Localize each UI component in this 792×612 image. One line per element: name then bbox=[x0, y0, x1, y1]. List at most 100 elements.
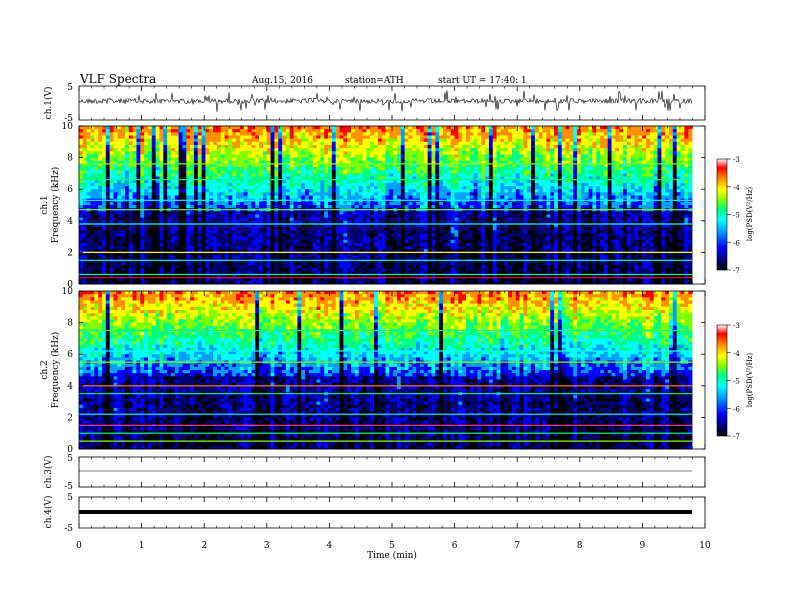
spectrogram-cell bbox=[673, 186, 677, 190]
spectrogram-cell bbox=[604, 192, 608, 196]
spectrogram-cell bbox=[451, 158, 455, 162]
spectrogram-cell bbox=[546, 205, 550, 209]
spectrogram-cell bbox=[405, 183, 409, 187]
spectrogram-cell bbox=[370, 173, 374, 177]
spectrogram-cell bbox=[152, 189, 156, 193]
spectrogram-cell bbox=[136, 151, 140, 155]
spectrogram-cell bbox=[650, 183, 654, 187]
spectrogram-cell bbox=[140, 129, 144, 133]
spectrogram-cell bbox=[447, 214, 451, 218]
spectrogram-cell bbox=[102, 148, 106, 152]
spectrogram-cell bbox=[144, 183, 148, 187]
spectrogram-cell bbox=[232, 211, 236, 215]
spectrogram-cell bbox=[259, 142, 263, 146]
spectrogram-cell bbox=[332, 211, 336, 215]
spectrogram-cell bbox=[462, 145, 466, 149]
spectrogram-cell bbox=[581, 170, 585, 174]
spectrogram-cell bbox=[228, 183, 232, 187]
spectrogram-cell bbox=[83, 132, 87, 136]
spectrogram-cell bbox=[255, 167, 259, 171]
spectrogram-cell bbox=[600, 167, 604, 171]
spectrogram-cell bbox=[466, 173, 470, 177]
spectrogram-cell bbox=[512, 151, 516, 155]
spectrogram-cell bbox=[294, 202, 298, 206]
spectrogram-cell bbox=[435, 211, 439, 215]
spectrogram-cell bbox=[386, 148, 390, 152]
spectrogram-cell bbox=[148, 151, 152, 155]
spectrogram-cell bbox=[228, 158, 232, 162]
spectrogram-cell bbox=[94, 218, 98, 222]
spectrogram-cell bbox=[466, 158, 470, 162]
spectrogram-cell bbox=[205, 170, 209, 174]
spectrogram-cell bbox=[209, 154, 213, 158]
spectrogram-cell bbox=[374, 183, 378, 187]
spectrogram-cell bbox=[435, 167, 439, 171]
spectrogram-cell bbox=[585, 192, 589, 196]
spectrogram-cell bbox=[336, 126, 340, 130]
spectrogram-cell bbox=[658, 145, 662, 149]
spectrogram-cell bbox=[90, 126, 94, 130]
spectrogram-cell bbox=[328, 196, 332, 200]
spectrogram-cell bbox=[340, 202, 344, 206]
spectrogram-cell bbox=[615, 192, 619, 196]
spectrogram-cell bbox=[355, 154, 359, 158]
spectrogram-cell bbox=[133, 167, 137, 171]
spectrogram-cell bbox=[447, 173, 451, 177]
spectrogram-cell bbox=[386, 129, 390, 133]
spectrogram-cell bbox=[577, 186, 581, 190]
spectrogram-cell bbox=[562, 192, 566, 196]
spectrogram-cell bbox=[447, 167, 451, 171]
spectrogram-cell bbox=[278, 170, 282, 174]
spectrogram-cell bbox=[566, 158, 570, 162]
spectrogram-cell bbox=[604, 135, 608, 139]
spectrogram-cell bbox=[623, 151, 627, 155]
spectrogram-cell bbox=[393, 145, 397, 149]
spectrogram-cell bbox=[309, 186, 313, 190]
spectrogram-cell bbox=[677, 202, 681, 206]
spectrogram-cell bbox=[485, 132, 489, 136]
spectrogram-cell bbox=[359, 139, 363, 143]
spectrogram-cell bbox=[194, 211, 198, 215]
spectrogram-cell bbox=[294, 173, 298, 177]
spectrogram-cell bbox=[531, 154, 535, 158]
spectrogram-cell bbox=[527, 192, 531, 196]
spectrogram-cell bbox=[221, 154, 225, 158]
spectrogram-cell bbox=[186, 142, 190, 146]
spectrogram-cell bbox=[259, 211, 263, 215]
spectrogram-cell bbox=[550, 192, 554, 196]
spectrogram-cell bbox=[202, 189, 206, 193]
spectrogram-cell bbox=[355, 151, 359, 155]
spectrogram-cell bbox=[267, 196, 271, 200]
spectrogram-cell bbox=[267, 154, 271, 158]
spectrogram-cell bbox=[405, 132, 409, 136]
spectrogram-cell bbox=[673, 183, 677, 187]
spectrogram-cell bbox=[244, 158, 248, 162]
spectrogram-cell bbox=[520, 173, 524, 177]
spectrogram-cell bbox=[248, 170, 252, 174]
spectrogram-cell bbox=[175, 158, 179, 162]
spectrogram-cell bbox=[278, 218, 282, 222]
spectrogram-cell bbox=[543, 148, 547, 152]
spectrogram-cell bbox=[370, 132, 374, 136]
spectrogram-cell bbox=[688, 158, 692, 162]
spectrogram-cell bbox=[585, 126, 589, 130]
spectrogram-cell bbox=[635, 170, 639, 174]
spectrogram-cell bbox=[228, 186, 232, 190]
spectrogram-cell bbox=[451, 142, 455, 146]
spectrogram-cell bbox=[240, 148, 244, 152]
spectrogram-cell bbox=[661, 129, 665, 133]
spectrogram-cell bbox=[539, 192, 543, 196]
spectrogram-cell bbox=[569, 211, 573, 215]
spectrogram-cell bbox=[466, 132, 470, 136]
spectrogram-cell bbox=[294, 142, 298, 146]
spectrogram-cell bbox=[516, 167, 520, 171]
spectrogram-cell bbox=[305, 132, 309, 136]
spectrogram-cell bbox=[543, 189, 547, 193]
spectrogram-cell bbox=[554, 145, 558, 149]
spectrogram-cell bbox=[225, 135, 229, 139]
spectrogram-cell bbox=[462, 186, 466, 190]
spectrogram-cell bbox=[435, 189, 439, 193]
spectrogram-cell bbox=[612, 135, 616, 139]
spectrogram-cell bbox=[493, 196, 497, 200]
spectrogram-cell bbox=[113, 145, 117, 149]
